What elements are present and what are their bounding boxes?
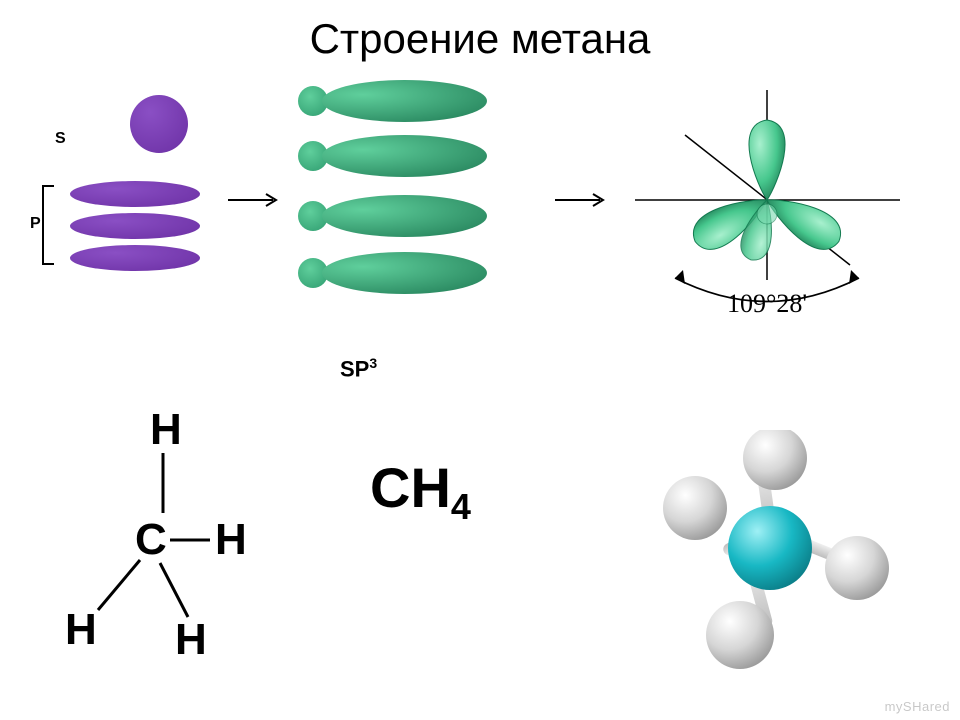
ball-stick-model — [625, 430, 905, 670]
hybrid-4 — [298, 252, 487, 294]
hybrid-orbitals — [298, 80, 538, 305]
p-orbital-2 — [70, 213, 200, 239]
arrow-1 — [228, 190, 283, 210]
p-bracket — [42, 185, 54, 265]
page-title: Строение метана — [0, 15, 960, 63]
sp-sup: 3 — [369, 355, 377, 371]
angle-label: 109°28' — [727, 289, 807, 318]
hybrid-3 — [298, 195, 487, 237]
sp3-label: SP3 — [340, 355, 377, 382]
molecular-formula: CH4 — [370, 455, 471, 528]
s-orbital — [130, 95, 188, 153]
hybrid-1 — [298, 80, 487, 122]
p-orbital-3 — [70, 245, 200, 271]
sp-text: SP — [340, 356, 369, 381]
s-label: S — [55, 130, 66, 148]
formula-sub: 4 — [451, 486, 471, 527]
hybrid-2 — [298, 135, 487, 177]
formula-base: CH — [370, 456, 451, 519]
p-orbital-1 — [70, 181, 200, 207]
tetrahedral-diagram: 109°28' — [615, 80, 920, 320]
watermark: mySHared — [885, 699, 950, 714]
arrow-2 — [555, 190, 610, 210]
p-label: P — [30, 215, 41, 233]
structural-formula: H C H H H — [60, 405, 310, 665]
